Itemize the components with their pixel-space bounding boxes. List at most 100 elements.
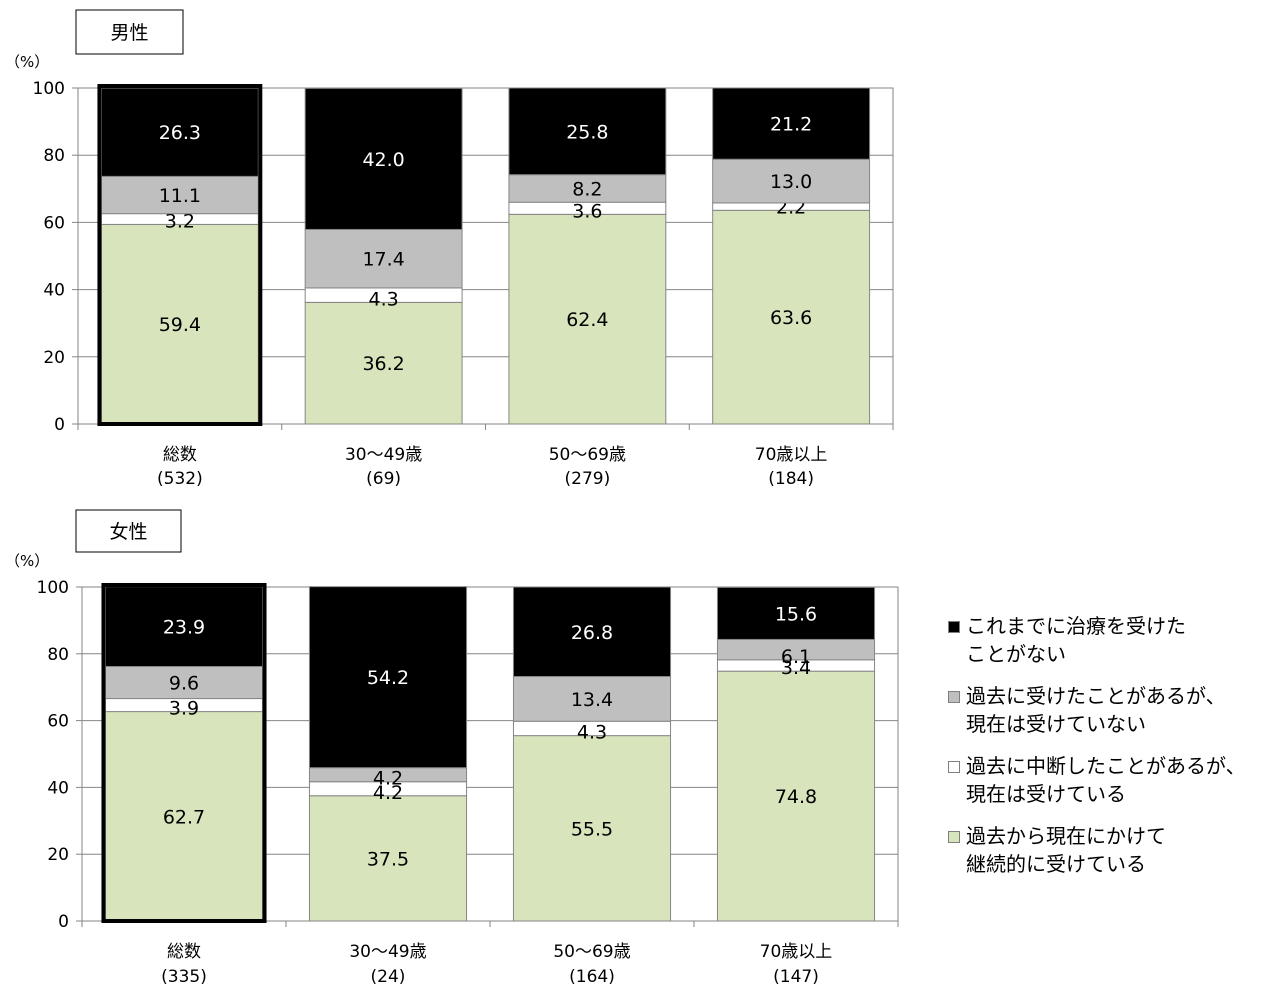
panel1-bar-30-49-past-not-current	[304, 228, 463, 289]
panel1-bar-70-continuous	[712, 209, 871, 425]
panel2-category-count-50-69: (164)	[569, 967, 615, 987]
panel1-bar-70-never-treated	[712, 87, 871, 160]
panel1-category-count-50-69: (279)	[565, 469, 611, 489]
panel1-ytick-label: 20	[43, 348, 65, 368]
panel1-data-label-30-49-never-treated: 42.0	[362, 149, 404, 171]
panel2-category-count-x: (335)	[161, 967, 207, 987]
panel1-bar-30-49-continuous	[304, 301, 463, 425]
panel1-ytick-label: 0	[54, 415, 65, 435]
panel1-data-label-70-past-not-current: 13.0	[770, 171, 812, 193]
panel1-category-label-50-69: 50～69歳	[549, 445, 626, 465]
panel2-ytick-label: 80	[47, 645, 69, 665]
panel2-data-label-50-69-never-treated: 26.8	[571, 622, 613, 644]
panel1-data-label-30-49-continuous: 36.2	[362, 353, 404, 375]
legend-item-continuous: 過去から現在にかけて 継続的に受けている	[946, 822, 1280, 878]
panel2-category-label-70: 70歳以上	[760, 942, 833, 962]
panel2-bar-x-past-not-current	[104, 665, 264, 700]
panel1-title-box	[75, 9, 184, 55]
panel1-bar-50-69-continuous	[508, 213, 667, 425]
panel1-ytick-label: 60	[43, 213, 65, 233]
panel1-bar-50-69-never-treated	[508, 87, 667, 176]
panel1-data-label-x-continuous: 59.4	[159, 314, 201, 336]
panel2-data-label-50-69-continuous: 55.5	[571, 818, 613, 840]
panel2-data-label-70-continuous: 74.8	[775, 786, 817, 808]
panel2-data-label-70-past-not-current: 6.1	[781, 646, 811, 668]
panel2-bar-30-49-never-treated	[308, 586, 468, 769]
panel2-title-box	[75, 509, 182, 553]
legend-item-interrupted-current: 過去に中断したことがあるが、 現在は受けている	[946, 752, 1280, 808]
panel1-ytick-label: 40	[43, 281, 65, 301]
panel2-y-axis-label: （%）	[5, 552, 49, 570]
legend-swatch-past-not-current	[948, 691, 960, 703]
panel2-data-label-70-interrupted-current: 3.4	[781, 657, 811, 679]
panel2-ytick-label: 60	[47, 712, 69, 732]
panel2-data-label-50-69-interrupted-current: 4.3	[577, 722, 607, 744]
legend-swatch-continuous	[948, 831, 960, 843]
panel2-ytick-label: 20	[47, 845, 69, 865]
panel2-data-label-30-49-never-treated: 54.2	[367, 667, 409, 689]
panel1-data-label-50-69-past-not-current: 8.2	[572, 178, 602, 200]
panel2-data-label-x-interrupted-current: 3.9	[169, 698, 199, 720]
panel1-y-axis-label: （%）	[5, 53, 49, 71]
panel2-ytick-label: 40	[47, 778, 69, 798]
panel2-data-label-30-49-interrupted-current: 4.2	[373, 782, 403, 804]
panel2-data-label-30-49-past-not-current: 4.2	[373, 768, 403, 790]
chart-legend: これまでに治療を受けた ことがない 過去に受けたことがあるが、 現在は受けていな…	[946, 612, 1280, 892]
panel1-data-label-30-49-past-not-current: 17.4	[362, 249, 404, 271]
legend-label-never-treated: これまでに治療を受けた ことがない	[966, 614, 1186, 666]
panel1-data-label-x-past-not-current: 11.1	[159, 185, 201, 207]
panel1-ytick-label: 100	[33, 79, 65, 99]
legend-swatch-never-treated	[948, 621, 960, 633]
panel1-highlight-frame	[97, 84, 263, 426]
panel2-category-count-70: (147)	[773, 967, 819, 987]
panel2-category-count-30-49: (24)	[371, 967, 406, 987]
legend-label-interrupted-current: 過去に中断したことがあるが、 現在は受けている	[966, 754, 1246, 806]
legend-item-past-not-current: 過去に受けたことがあるが、 現在は受けていない	[946, 682, 1280, 738]
panel1-data-label-50-69-continuous: 62.4	[566, 309, 608, 331]
panel1-category-count-x: (532)	[157, 469, 203, 489]
panel1-data-label-x-never-treated: 26.3	[159, 122, 201, 144]
panel1-category-label-x: 総数	[163, 445, 197, 465]
panel2-data-label-70-never-treated: 15.6	[775, 603, 817, 625]
panel2-category-label-x: 総数	[167, 942, 201, 962]
panel1-data-label-70-never-treated: 21.2	[770, 114, 812, 136]
legend-label-past-not-current: 過去に受けたことがあるが、 現在は受けていない	[966, 684, 1226, 736]
panel2-data-label-30-49-continuous: 37.5	[367, 848, 409, 870]
panel1-bar-x-past-not-current	[100, 175, 259, 215]
panel1-data-label-x-interrupted-current: 3.2	[165, 210, 195, 232]
panel2-bar-70-never-treated	[716, 586, 876, 640]
panel1-data-label-70-continuous: 63.6	[770, 307, 812, 329]
panel1-category-label-70: 70歳以上	[755, 445, 828, 465]
panel1-category-count-30-49: (69)	[366, 469, 401, 489]
panel1-data-label-50-69-never-treated: 25.8	[566, 121, 608, 143]
panel2-category-label-50-69: 50～69歳	[553, 942, 630, 962]
panel2-bar-50-69-never-treated	[512, 586, 672, 678]
panel2-data-label-x-never-treated: 23.9	[163, 617, 205, 639]
panel1-bar-x-never-treated	[100, 87, 259, 177]
panel2-category-label-30-49: 30～49歳	[349, 942, 426, 962]
panel1-category-label-30-49: 30～49歳	[345, 445, 422, 465]
panel2-data-label-50-69-past-not-current: 13.4	[571, 689, 613, 711]
panel1-title: 男性	[110, 22, 148, 44]
panel2-ytick-label: 100	[37, 578, 69, 598]
panel2-bar-70-continuous	[716, 670, 876, 922]
panel2-bar-30-49-continuous	[308, 795, 468, 922]
panel1-bar-70-past-not-current	[712, 158, 871, 204]
panel2-bar-50-69-past-not-current	[512, 676, 672, 722]
panel2-highlight-frame	[101, 583, 267, 923]
panel1-bar-30-49-never-treated	[304, 87, 463, 230]
panel2-bar-50-69-continuous	[512, 735, 672, 922]
legend-swatch-interrupted-current	[948, 761, 960, 773]
legend-label-continuous: 過去から現在にかけて 継続的に受けている	[966, 824, 1166, 876]
panel1-data-label-30-49-interrupted-current: 4.3	[369, 288, 399, 310]
panel2-data-label-x-continuous: 62.7	[163, 806, 205, 828]
panel2-data-label-x-past-not-current: 9.6	[169, 673, 199, 695]
panel2-title: 女性	[109, 521, 147, 543]
panel1-data-label-50-69-interrupted-current: 3.6	[572, 200, 602, 222]
panel1-category-count-70: (184)	[768, 469, 814, 489]
panel1-ytick-label: 80	[43, 146, 65, 166]
panel2-ytick-label: 0	[58, 912, 69, 932]
legend-item-never-treated: これまでに治療を受けた ことがない	[946, 612, 1280, 668]
